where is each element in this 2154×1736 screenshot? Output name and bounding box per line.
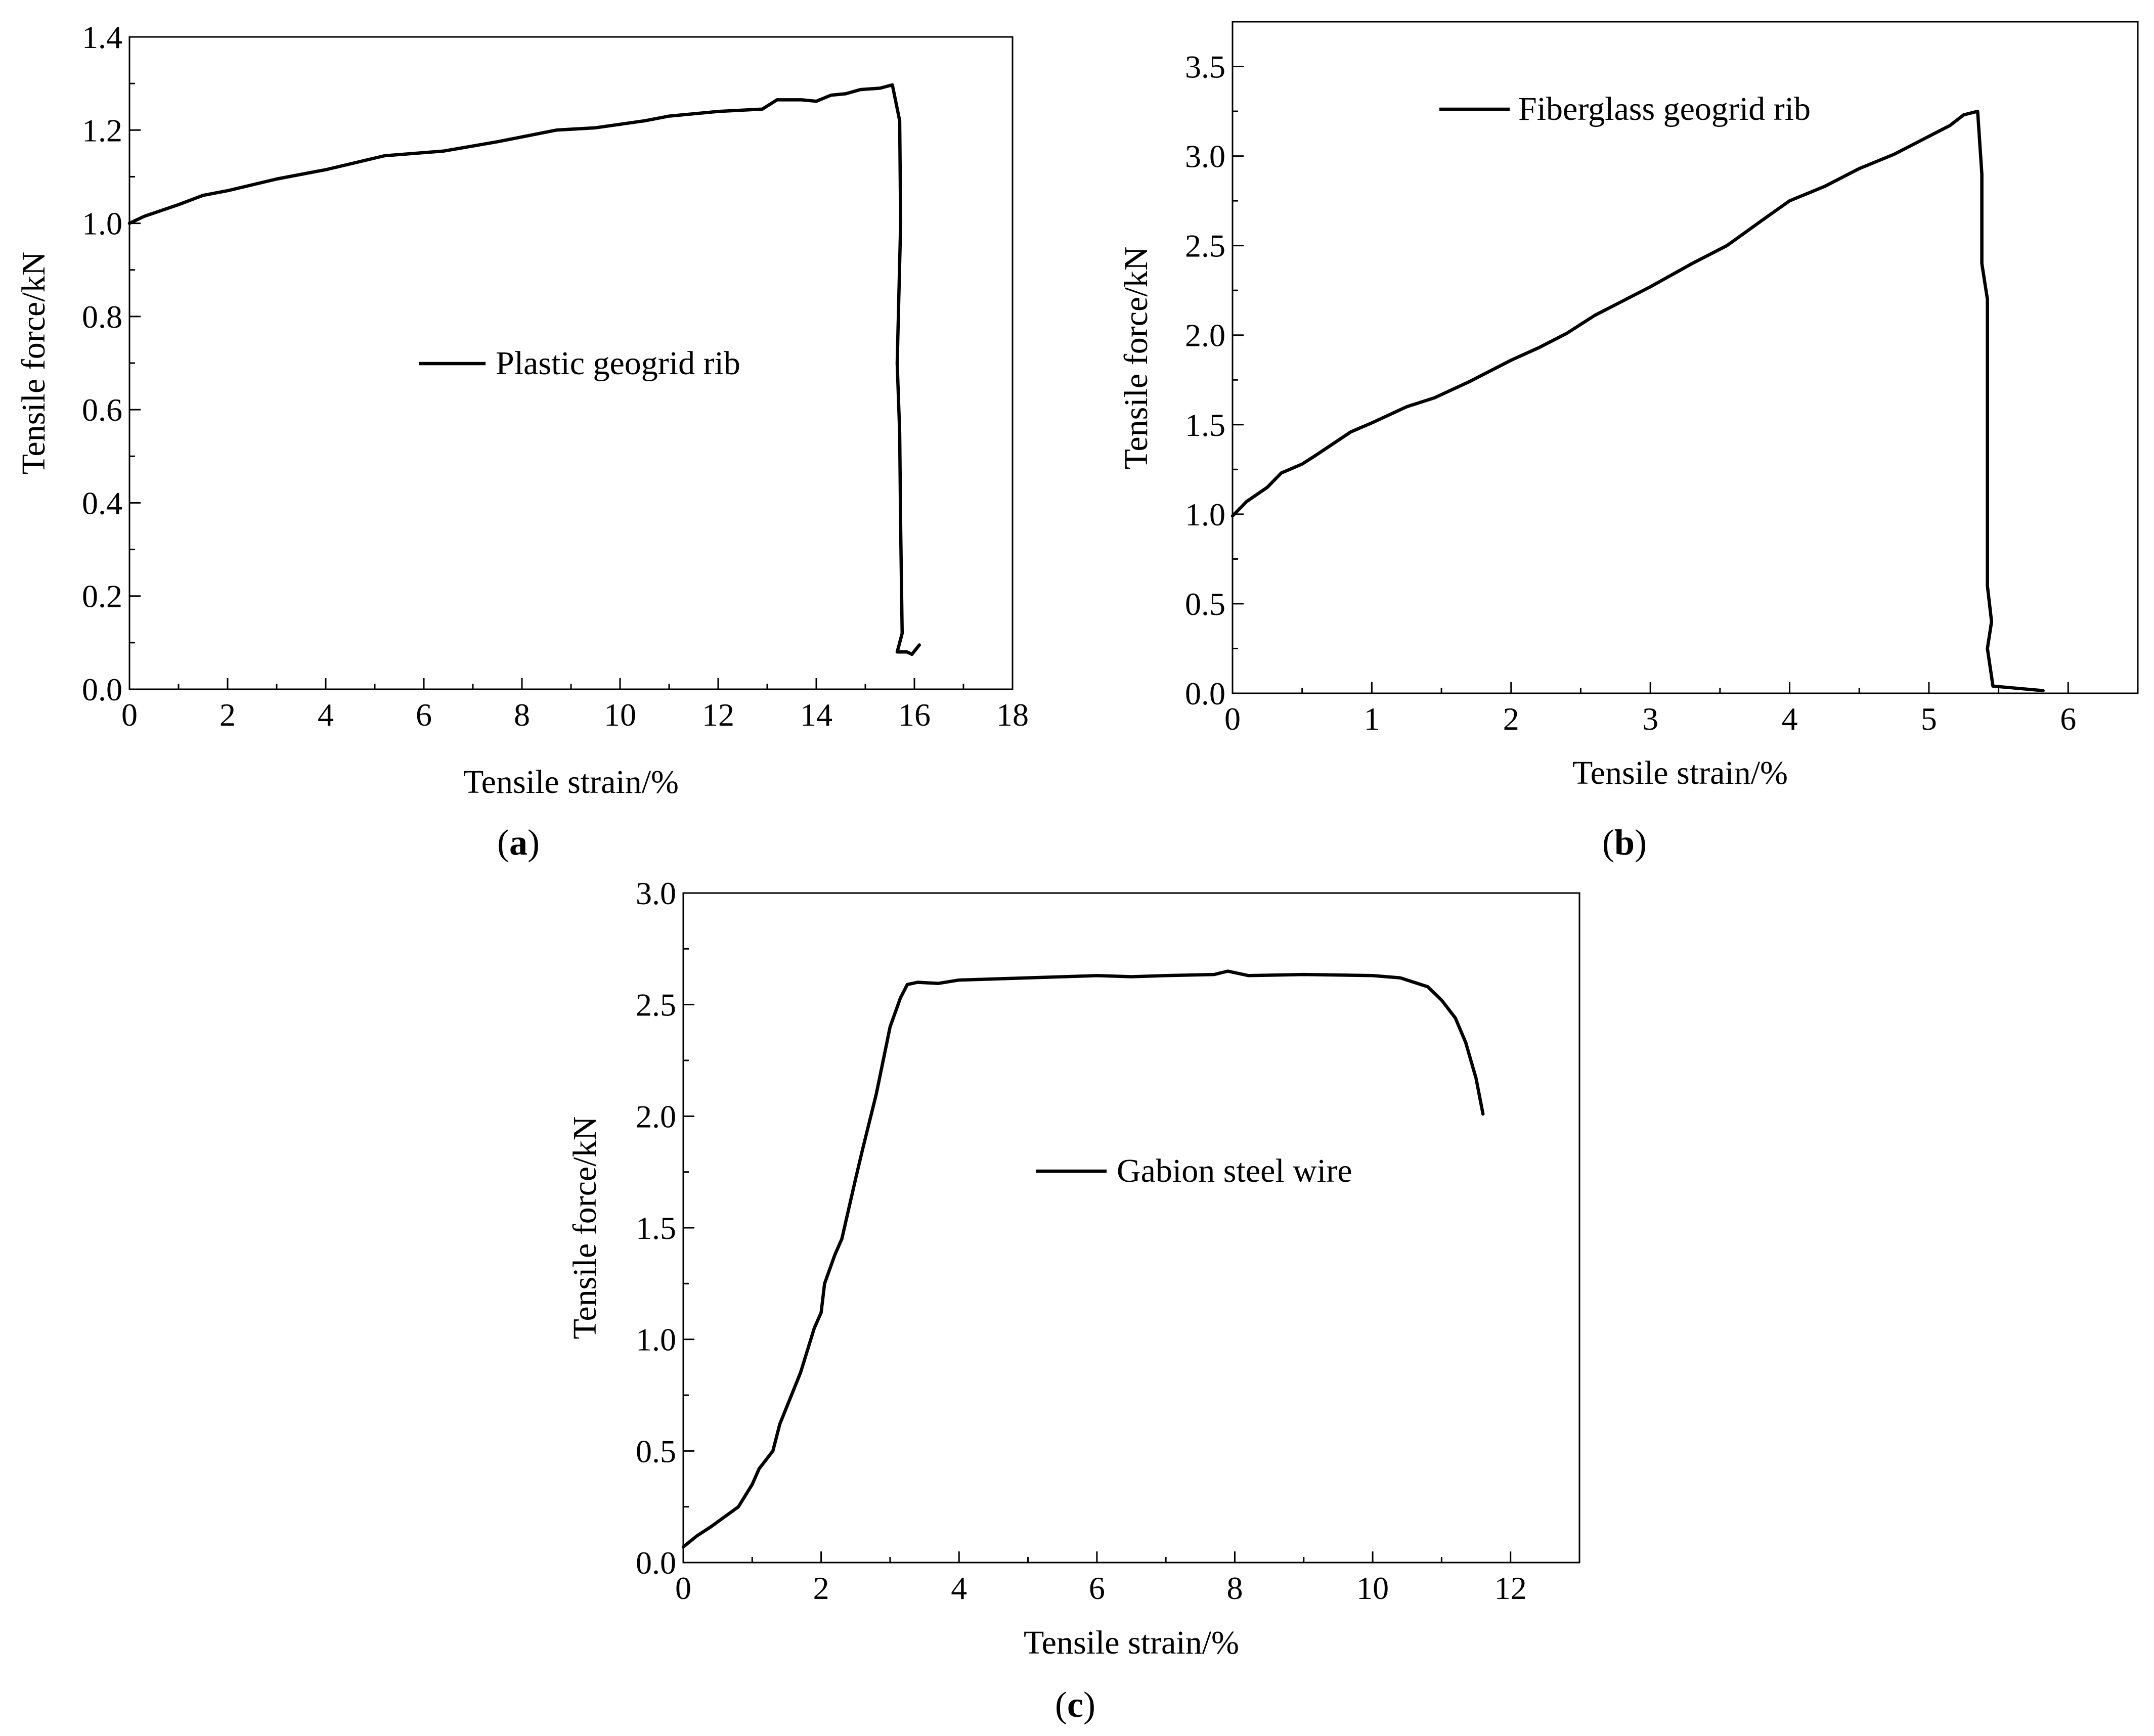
x-tick-label: 0 — [1224, 701, 1241, 737]
chart-panel-a: 0 2 4 6 8 10 12 14 16 18 0.0 0.2 0.4 0.6 0.8 1.0 1.2 1.4… — [15, 19, 1029, 863]
series-lines-b — [1230, 109, 2045, 692]
x-axis-label-b: Tensile strain/% — [1572, 754, 1788, 791]
y-ticks-a: 0.0 0.2 0.4 0.6 0.8 1.0 1.2 1.4 — [82, 19, 141, 707]
x-tick-label: 0 — [121, 697, 138, 733]
x-tick-label: 1 — [1364, 701, 1380, 737]
series-lines-a — [127, 83, 921, 656]
x-tick-label: 6 — [2060, 701, 2076, 737]
y-axis-label-b: Tensile force/kN — [1118, 247, 1155, 470]
legend-label-c: Gabion steel wire — [1117, 1152, 1352, 1189]
panel-label-b-close: ) — [1635, 822, 1647, 863]
panel-label-b-open: ( — [1602, 822, 1614, 863]
y-tick-label: 3.0 — [636, 875, 676, 911]
x-tick-label: 4 — [1782, 701, 1798, 737]
x-tick-label: 18 — [996, 697, 1029, 733]
x-tick-label: 2 — [813, 1570, 829, 1606]
panel-label-a: (a) — [497, 822, 540, 863]
y-ticks-c: 0.0 0.5 1.0 1.5 2.0 2.5 3.0 — [636, 875, 694, 1581]
chart-panel-b: 0 1 2 3 4 5 6 0.0 0.5 1.0 1.5 2.0 2.5 3.0 3.5 Fibergl… — [1118, 21, 2139, 863]
y-axis-label-a: Tensile force/kN — [15, 252, 52, 475]
x-tick-label: 16 — [898, 697, 931, 733]
x-tick-label: 4 — [318, 697, 334, 733]
panel-label-a-letter: a — [509, 822, 527, 863]
x-tick-label: 3 — [1642, 701, 1658, 737]
legend-label-b: Fiberglass geogrid rib — [1518, 91, 1811, 127]
x-tick-label: 12 — [1494, 1570, 1527, 1606]
y-tick-label: 1.0 — [1185, 497, 1225, 532]
x-tick-label: 8 — [1226, 1570, 1243, 1606]
series-lines-c — [681, 969, 1485, 1549]
y-tick-label: 1.5 — [636, 1210, 676, 1246]
chart-panel-c: 0 2 4 6 8 10 12 0.0 0.5 1.0 1.5 2.0 2.5 3.0 Gabion s… — [566, 875, 1580, 1725]
plot-frame-c — [682, 892, 1580, 1564]
x-ticks-b: 0 1 2 3 4 5 6 — [1224, 682, 2076, 737]
plot-frame-b — [1232, 21, 2139, 694]
x-tick-label: 14 — [800, 697, 832, 733]
x-tick-label: 5 — [1921, 701, 1937, 737]
panel-label-a-close: ) — [527, 822, 540, 863]
y-tick-label: 0.4 — [82, 485, 122, 521]
y-tick-label: 3.5 — [1185, 49, 1225, 85]
legend-c: Gabion steel wire — [1036, 1152, 1352, 1189]
panel-label-b-letter: b — [1614, 822, 1635, 863]
panel-label-a-open: ( — [497, 822, 509, 863]
y-tick-label: 1.0 — [636, 1322, 676, 1358]
series-line — [1230, 109, 2045, 692]
x-tick-label: 2 — [219, 697, 236, 733]
y-axis-label-c: Tensile force/kN — [566, 1117, 603, 1340]
y-tick-label: 1.5 — [1185, 407, 1225, 443]
x-tick-label: 0 — [675, 1570, 691, 1606]
y-ticks-b: 0.0 0.5 1.0 1.5 2.0 2.5 3.0 3.5 — [1185, 49, 1244, 711]
y-tick-label: 0.5 — [1185, 586, 1225, 622]
panel-label-b: (b) — [1602, 822, 1647, 863]
y-tick-label: 0.0 — [636, 1545, 676, 1581]
x-tick-label: 6 — [1089, 1570, 1105, 1606]
x-tick-label: 2 — [1503, 701, 1519, 737]
x-tick-label: 6 — [416, 697, 432, 733]
panel-label-c-open: ( — [1055, 1684, 1067, 1725]
x-tick-label: 10 — [604, 697, 636, 733]
x-tick-label: 8 — [514, 697, 530, 733]
x-axis-label-c: Tensile strain/% — [1024, 1624, 1239, 1661]
legend-label-a: Plastic geogrid rib — [496, 345, 740, 382]
panel-label-c-letter: c — [1067, 1684, 1083, 1725]
panel-label-c: (c) — [1055, 1684, 1095, 1725]
y-tick-label: 0.5 — [636, 1433, 676, 1469]
panel-label-c-close: ) — [1083, 1684, 1095, 1725]
legend-a: Plastic geogrid rib — [419, 345, 740, 382]
y-tick-label: 2.5 — [1185, 228, 1225, 264]
x-ticks-a: 0 2 4 6 8 10 12 14 16 18 — [121, 678, 1029, 733]
series-line — [681, 969, 1485, 1549]
y-tick-label: 0.0 — [1185, 676, 1225, 711]
legend-b: Fiberglass geogrid rib — [1439, 91, 1811, 127]
y-tick-label: 0.0 — [82, 672, 122, 707]
y-tick-label: 1.2 — [82, 112, 122, 148]
y-tick-label: 2.0 — [1185, 318, 1225, 353]
x-axis-label-a: Tensile strain/% — [463, 764, 679, 800]
y-tick-label: 1.0 — [82, 206, 122, 242]
y-tick-label: 0.2 — [82, 578, 122, 614]
series-line — [127, 83, 921, 656]
x-tick-label: 4 — [951, 1570, 967, 1606]
x-ticks-c: 0 2 4 6 8 10 12 — [675, 1551, 1527, 1606]
y-tick-label: 0.6 — [82, 392, 122, 428]
y-tick-label: 1.4 — [82, 19, 122, 55]
x-tick-label: 12 — [702, 697, 734, 733]
x-tick-label: 10 — [1356, 1570, 1389, 1606]
y-tick-label: 3.0 — [1185, 139, 1225, 174]
y-tick-label: 2.0 — [636, 1098, 676, 1134]
y-tick-label: 2.5 — [636, 987, 676, 1023]
y-tick-label: 0.8 — [82, 299, 122, 335]
